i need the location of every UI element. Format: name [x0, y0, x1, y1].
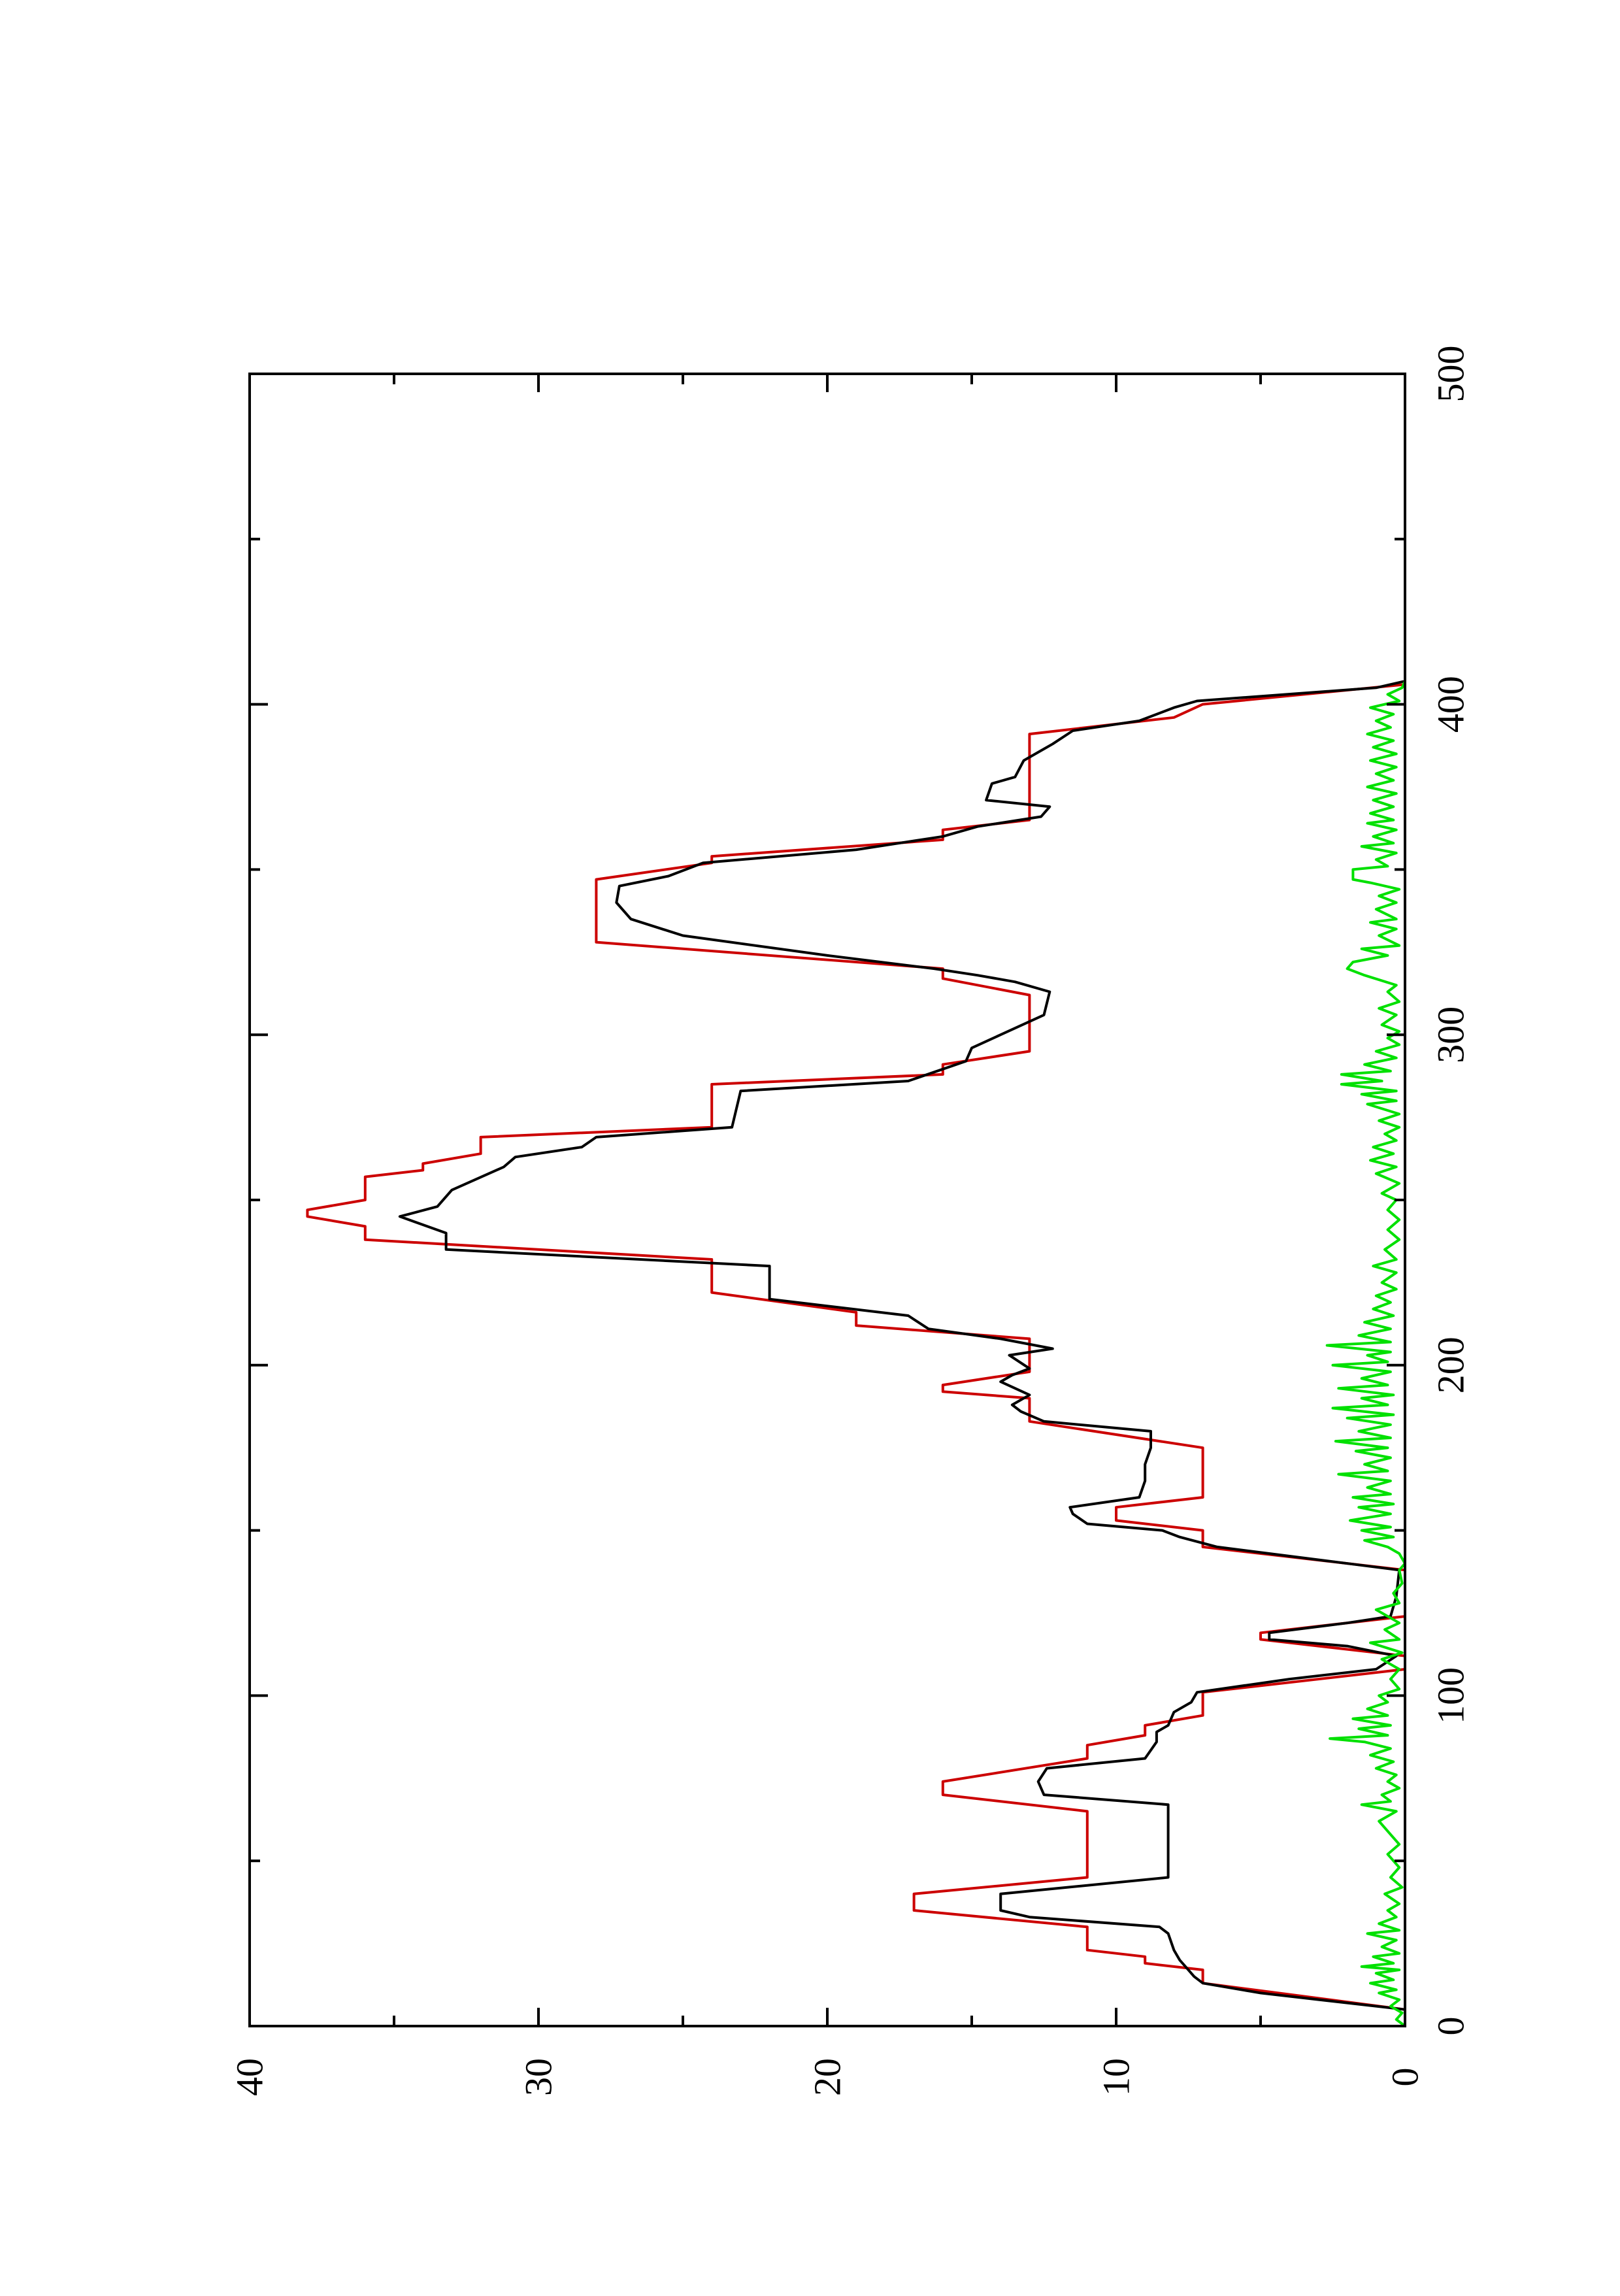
- axes-layer: 0 100 200 300 400 500 0 10 20 30 40: [229, 346, 1472, 2097]
- series-line-1: [306, 373, 1406, 2027]
- x-tick-label: 300: [1430, 1007, 1472, 1063]
- series-layer: [306, 373, 1406, 2027]
- y-tick-label: 10: [1095, 2058, 1138, 2096]
- series-line-3: [1325, 373, 1406, 2027]
- x-tick-label: 0: [1430, 2017, 1472, 2036]
- y-tick-label: 0: [1384, 2068, 1427, 2087]
- x-tick-label: 200: [1430, 1337, 1472, 1393]
- x-tick-label: 500: [1430, 346, 1472, 403]
- x-tick-label: 100: [1430, 1667, 1472, 1724]
- x-tick-label: 400: [1430, 676, 1472, 733]
- y-tick-label: 30: [518, 2058, 560, 2096]
- series-line-2: [398, 373, 1406, 2027]
- y-tick-label: 20: [806, 2058, 849, 2096]
- y-tick-label: 40: [229, 2058, 271, 2096]
